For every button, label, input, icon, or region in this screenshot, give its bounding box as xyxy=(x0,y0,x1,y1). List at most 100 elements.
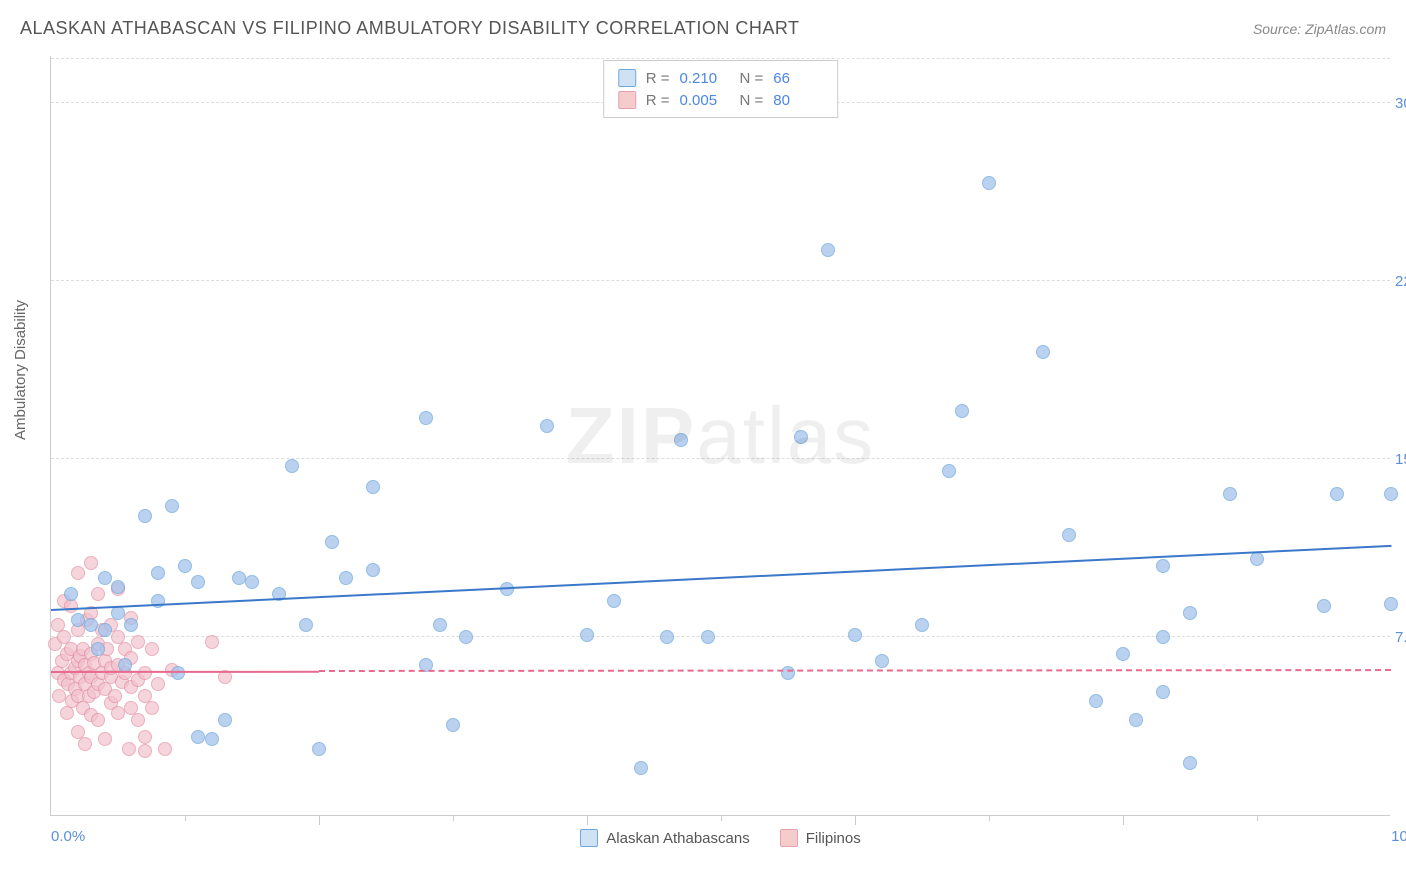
filipino-point xyxy=(151,677,165,691)
legend-swatch xyxy=(780,829,798,847)
filipino-point xyxy=(84,556,98,570)
athabascan-point xyxy=(151,566,165,580)
athabascan-point xyxy=(325,535,339,549)
athabascan-point xyxy=(848,628,862,642)
filipino-point xyxy=(122,742,136,756)
filipino-trendline xyxy=(51,670,319,672)
athabascan-point xyxy=(982,176,996,190)
athabascan-point xyxy=(875,654,889,668)
stats-swatch xyxy=(618,91,636,109)
athabascan-point xyxy=(955,404,969,418)
athabascan-point xyxy=(64,587,78,601)
athabascan-point xyxy=(942,464,956,478)
athabascan-point xyxy=(433,618,447,632)
athabascan-point xyxy=(366,480,380,494)
n-value: 66 xyxy=(773,70,823,87)
athabascan-point xyxy=(1183,606,1197,620)
filipino-point xyxy=(111,706,125,720)
r-value: 0.210 xyxy=(680,70,730,87)
filipino-point xyxy=(131,635,145,649)
stats-row: R = 0.005 N = 80 xyxy=(618,89,824,111)
athabascan-point xyxy=(660,630,674,644)
stats-row: R = 0.210 N = 66 xyxy=(618,67,824,89)
filipino-point xyxy=(91,713,105,727)
athabascan-point xyxy=(1330,487,1344,501)
x-tick xyxy=(721,815,722,821)
athabascan-point xyxy=(419,411,433,425)
filipino-point xyxy=(52,689,66,703)
filipino-point xyxy=(205,635,219,649)
athabascan-point xyxy=(165,499,179,513)
x-tick xyxy=(587,815,588,825)
athabascan-point xyxy=(794,430,808,444)
r-value: 0.005 xyxy=(680,92,730,109)
athabascan-point xyxy=(151,594,165,608)
athabascan-point xyxy=(821,243,835,257)
athabascan-point xyxy=(111,606,125,620)
athabascan-point xyxy=(1250,552,1264,566)
filipino-point xyxy=(138,730,152,744)
y-tick-label: 22.5% xyxy=(1395,273,1406,290)
athabascan-point xyxy=(1384,487,1398,501)
athabascan-point xyxy=(84,618,98,632)
stats-swatch xyxy=(618,69,636,87)
athabascan-point xyxy=(1156,685,1170,699)
legend-label: Alaskan Athabascans xyxy=(606,830,749,847)
source-attribution: Source: ZipAtlas.com xyxy=(1253,21,1386,37)
athabascan-point xyxy=(124,618,138,632)
athabascan-point xyxy=(701,630,715,644)
athabascan-point xyxy=(781,666,795,680)
athabascan-point xyxy=(98,623,112,637)
athabascan-point xyxy=(205,732,219,746)
athabascan-point xyxy=(1384,597,1398,611)
filipino-point xyxy=(98,732,112,746)
filipino-point xyxy=(71,566,85,580)
filipino-point xyxy=(108,689,122,703)
n-value: 80 xyxy=(773,92,823,109)
series-legend: Alaskan Athabascans Filipinos xyxy=(51,829,1390,847)
y-tick-label: 15.0% xyxy=(1395,451,1406,468)
watermark: ZIPatlas xyxy=(566,390,875,482)
x-tick xyxy=(855,815,856,825)
athabascan-point xyxy=(191,575,205,589)
athabascan-point xyxy=(1223,487,1237,501)
x-tick xyxy=(319,815,320,825)
correlation-stats-box: R = 0.210 N = 66 R = 0.005 N = 80 xyxy=(603,60,839,118)
athabascan-point xyxy=(71,613,85,627)
athabascan-point xyxy=(446,718,460,732)
n-label: N = xyxy=(740,92,764,109)
athabascan-point xyxy=(312,742,326,756)
r-label: R = xyxy=(646,92,670,109)
r-label: R = xyxy=(646,70,670,87)
x-tick-label: 100.0% xyxy=(1391,828,1406,845)
filipino-point xyxy=(158,742,172,756)
athabascan-point xyxy=(339,571,353,585)
filipino-point xyxy=(78,737,92,751)
athabascan-point xyxy=(459,630,473,644)
n-label: N = xyxy=(740,70,764,87)
athabascan-point xyxy=(540,419,554,433)
filipino-point xyxy=(131,713,145,727)
filipino-point xyxy=(145,701,159,715)
gridline xyxy=(51,458,1390,459)
x-tick xyxy=(453,815,454,821)
athabascan-point xyxy=(1317,599,1331,613)
athabascan-point xyxy=(1156,630,1170,644)
athabascan-point xyxy=(1116,647,1130,661)
y-axis-label: Ambulatory Disability xyxy=(12,300,29,440)
athabascan-point xyxy=(674,433,688,447)
legend-item: Alaskan Athabascans xyxy=(580,829,749,847)
athabascan-point xyxy=(245,575,259,589)
athabascan-point xyxy=(138,509,152,523)
athabascan-point xyxy=(366,563,380,577)
gridline xyxy=(51,280,1390,281)
athabascan-point xyxy=(178,559,192,573)
athabascan-point xyxy=(1089,694,1103,708)
y-tick-label: 7.5% xyxy=(1395,629,1406,646)
athabascan-point xyxy=(1036,345,1050,359)
legend-label: Filipinos xyxy=(806,830,861,847)
athabascan-point xyxy=(1062,528,1076,542)
athabascan-point xyxy=(1129,713,1143,727)
x-tick xyxy=(989,815,990,821)
filipino-point xyxy=(145,642,159,656)
